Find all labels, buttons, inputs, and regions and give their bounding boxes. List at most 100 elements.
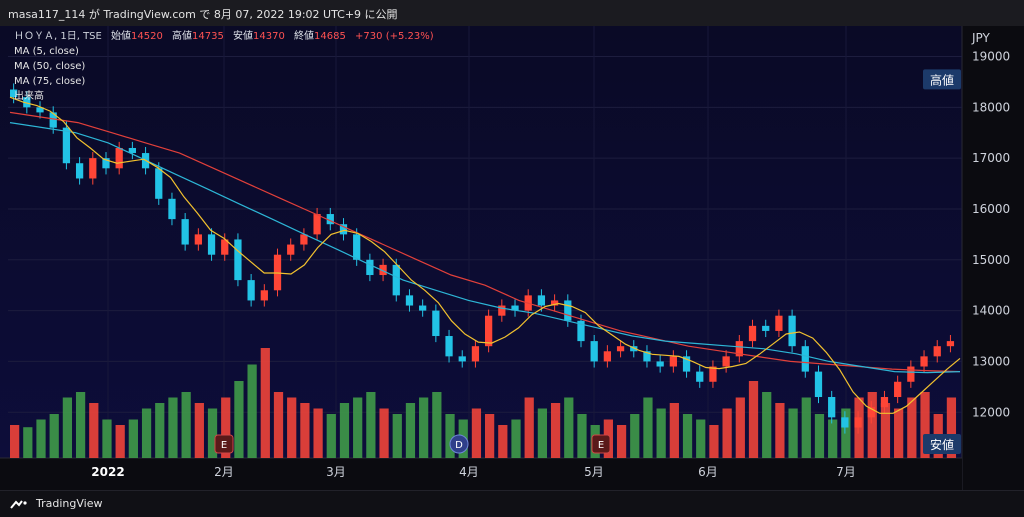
volume-bar — [273, 392, 284, 458]
candle-body — [366, 259, 374, 276]
publish-header: masa117_114 が TradingView.com で 8月 07, 2… — [0, 0, 1024, 27]
volume-bar — [155, 403, 165, 458]
candle-body — [207, 234, 216, 255]
volume-bar — [392, 414, 402, 458]
volume-bar — [643, 397, 653, 458]
candle-body — [221, 239, 229, 255]
volume-bar — [485, 414, 495, 458]
candle-body — [10, 89, 18, 98]
candle-body — [339, 224, 348, 235]
candle-body — [788, 315, 796, 347]
y-tick-label: 15000 — [972, 253, 1010, 267]
candle-body — [603, 351, 612, 362]
volume-bar — [894, 408, 904, 458]
volume-bar — [287, 397, 297, 458]
event-marker-label: E — [598, 440, 604, 451]
volume-bar — [524, 397, 534, 458]
volume-bar — [405, 403, 416, 458]
candle-body — [669, 356, 677, 367]
volume-bar — [814, 414, 825, 458]
candle-body — [775, 315, 783, 331]
candle-body — [920, 356, 928, 367]
event-marker: E — [591, 434, 611, 454]
volume-bar — [788, 408, 798, 458]
candle-body — [432, 310, 440, 337]
x-tick-label: 2022 — [91, 465, 124, 479]
volume-bar — [801, 397, 811, 458]
volume-bar — [141, 408, 152, 458]
y-tick-label: 19000 — [972, 49, 1010, 63]
candle-body — [300, 234, 308, 245]
volume-bar — [379, 408, 389, 458]
candle-body — [682, 356, 691, 372]
candle-body — [379, 264, 387, 276]
volume-bar — [366, 392, 376, 458]
volume-bar — [775, 403, 785, 458]
volume-bar — [128, 419, 138, 458]
candle-body — [419, 305, 427, 311]
high-marker-label: 高値 — [930, 72, 954, 87]
volume-bar — [907, 397, 917, 458]
candle-body — [801, 346, 809, 372]
time-axis-background — [0, 458, 962, 490]
candle-body — [247, 280, 255, 301]
volume-bar — [511, 419, 521, 458]
candle-body — [590, 341, 598, 362]
candle-body — [814, 371, 823, 398]
volume-bar — [550, 403, 561, 458]
volume-bar — [207, 408, 218, 458]
volume-bar — [616, 425, 627, 458]
volume-bar — [194, 403, 204, 458]
candle-body — [326, 214, 334, 225]
earnings-marker-icon — [591, 434, 611, 454]
volume-bar — [669, 403, 679, 458]
candle-body — [616, 346, 625, 352]
candle-body — [894, 381, 902, 398]
volume-bar — [735, 397, 745, 458]
event-marker-label: D — [455, 440, 463, 451]
volume-bar — [577, 414, 587, 458]
volume-bar — [260, 348, 270, 458]
candle-body — [287, 244, 295, 255]
candle-body — [128, 147, 137, 154]
candle-body — [722, 356, 730, 367]
volume-bar — [300, 403, 310, 458]
volume-bar — [23, 427, 33, 458]
volume-bar — [748, 381, 759, 458]
volume-bar — [313, 408, 323, 458]
y-tick-label: 16000 — [972, 202, 1010, 216]
volume-bar — [854, 397, 864, 458]
tradingview-logo-icon — [10, 499, 27, 509]
volume-bar — [537, 408, 548, 458]
volume-bar — [181, 392, 191, 458]
candle-body — [115, 147, 123, 169]
candle-body — [62, 127, 71, 164]
volume-bar — [115, 425, 125, 458]
candle-body — [550, 300, 559, 306]
candle-body — [89, 158, 97, 179]
volume-bar — [36, 419, 46, 458]
volume-bar — [445, 414, 455, 458]
volume-bar — [221, 397, 231, 458]
candle-body — [537, 295, 546, 306]
candle-body — [445, 336, 453, 357]
candle-body — [36, 107, 44, 113]
plot-background — [0, 26, 962, 458]
candle-body — [577, 320, 585, 342]
candle-body — [405, 295, 414, 306]
volume-bar — [339, 403, 350, 458]
volume-bar — [419, 397, 429, 458]
tradingview-brand[interactable]: TradingView — [10, 497, 102, 510]
candle-body — [828, 397, 836, 418]
chart-area[interactable]: 12000 13000 14000 15000 16000 17000 18000 19000… — [0, 26, 1024, 490]
x-tick-label: 4月 — [459, 465, 479, 479]
price-chart[interactable]: 12000 13000 14000 15000 16000 17000 18000 19000… — [0, 26, 1024, 490]
candle-body — [181, 219, 189, 245]
volume-bar — [841, 408, 851, 458]
candle-body — [353, 234, 361, 260]
candle-body — [933, 346, 941, 357]
candle-body — [485, 315, 493, 347]
high-marker-bg — [923, 69, 961, 90]
candle-body — [880, 397, 889, 408]
event-marker-label: E — [221, 440, 227, 451]
